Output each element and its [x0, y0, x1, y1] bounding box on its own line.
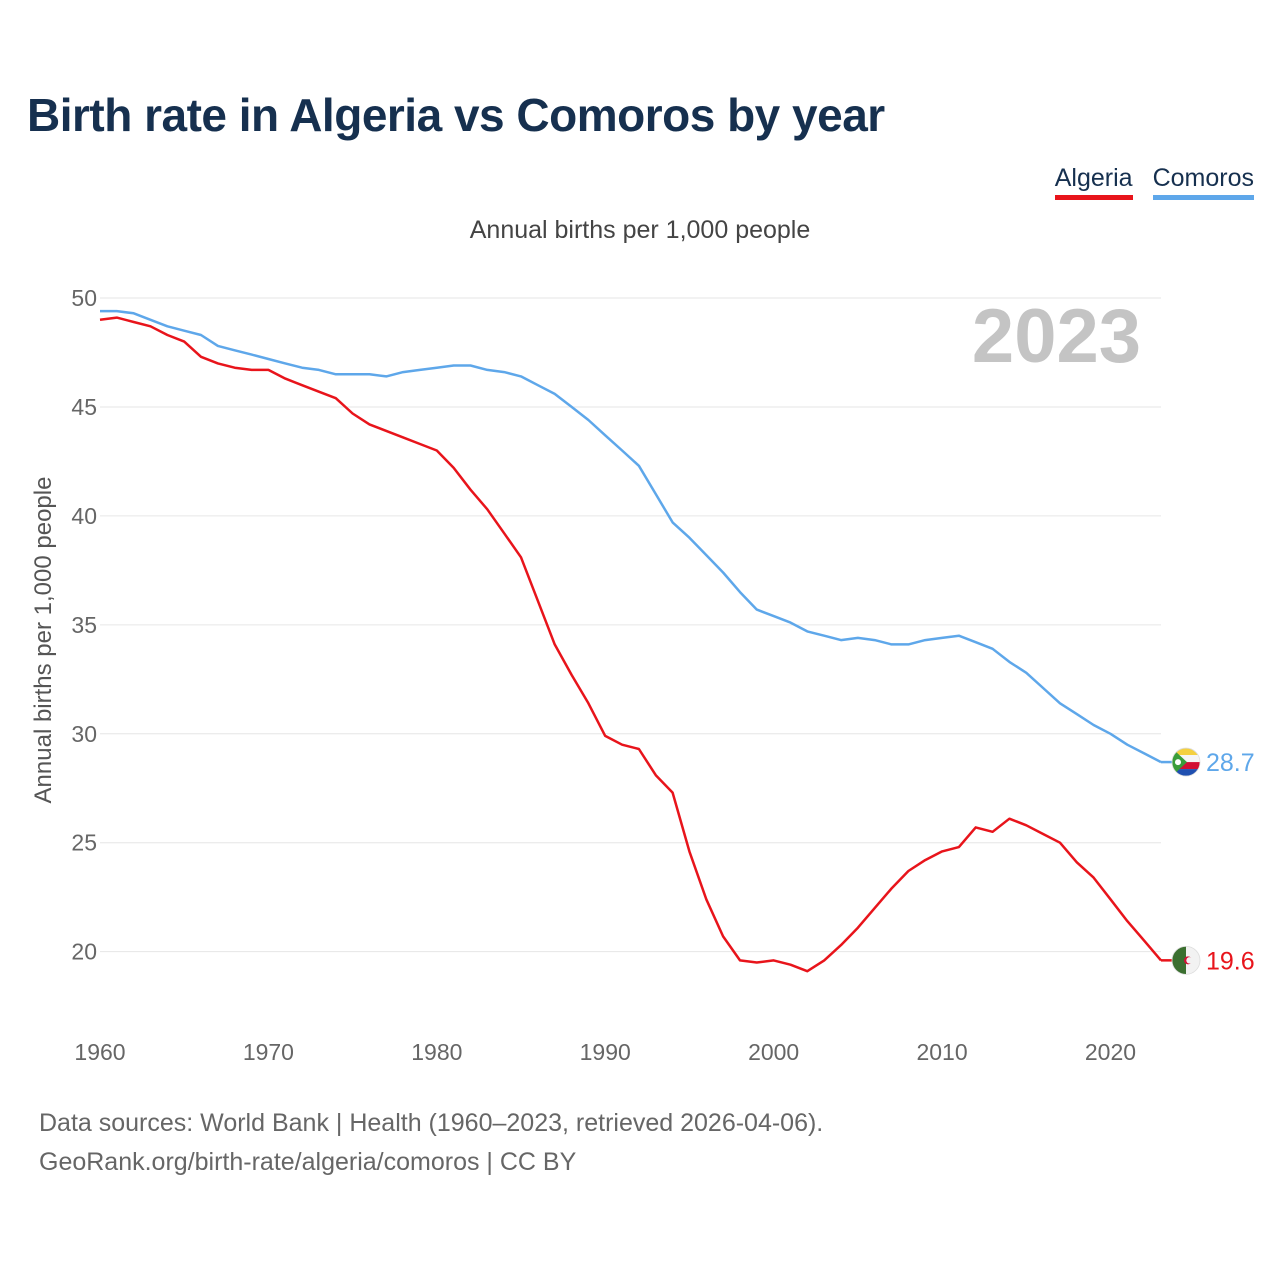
y-axis-label: Annual births per 1,000 people — [30, 477, 57, 804]
legend-item-algeria[interactable]: Algeria — [1054, 164, 1133, 200]
y-tick-label: 30 — [71, 721, 97, 747]
end-value-label-comoros: 28.7 — [1206, 749, 1255, 777]
x-tick-label: 2010 — [916, 1039, 967, 1065]
chart-subtitle: Annual births per 1,000 people — [469, 216, 811, 244]
y-axis-ticks: 20 25 30 35 40 45 50 — [71, 285, 97, 965]
series-end-markers: 19.6 28.7 — [1161, 747, 1255, 975]
series-line-comoros — [100, 309, 1162, 764]
series-lines — [99, 309, 1162, 973]
chart-title: Birth rate in Algeria vs Comoros by year — [27, 89, 885, 141]
x-tick-label: 1970 — [243, 1039, 294, 1065]
footer: Data sources: World Bank | Health (1960–… — [39, 1104, 823, 1182]
x-axis-ticks: 1960 1970 1980 1990 2000 2010 2020 — [74, 1039, 1136, 1065]
y-tick-label: 40 — [71, 503, 97, 529]
y-tick-label: 45 — [71, 394, 97, 420]
flag-icon-algeria — [1161, 945, 1201, 975]
y-tick-label: 35 — [71, 612, 97, 638]
x-tick-label: 1980 — [411, 1039, 462, 1065]
legend-item-comoros[interactable]: Comoros — [1152, 164, 1254, 200]
end-value-label-algeria: 19.6 — [1206, 947, 1255, 975]
footer-sources: Data sources: World Bank | Health (1960–… — [39, 1109, 824, 1137]
x-tick-label: 2020 — [1085, 1039, 1136, 1065]
x-tick-label: 1990 — [580, 1039, 631, 1065]
x-tick-label: 2000 — [748, 1039, 799, 1065]
series-line-algeria — [99, 316, 1162, 973]
year-label: 2023 — [972, 294, 1141, 379]
gridlines — [100, 297, 1161, 953]
footer-link[interactable]: GeoRank.org/birth-rate/algeria/comoros |… — [39, 1148, 577, 1176]
legend: Algeria Comoros — [1054, 164, 1254, 200]
y-tick-label: 25 — [71, 830, 97, 856]
y-tick-label: 50 — [71, 285, 97, 311]
x-tick-label: 1960 — [74, 1039, 125, 1065]
flag-icon-comoros — [1161, 747, 1201, 777]
y-tick-label: 20 — [71, 939, 97, 965]
